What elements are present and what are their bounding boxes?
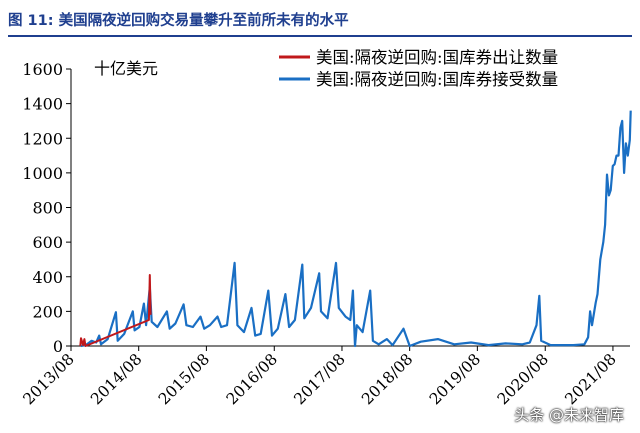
x-tick-label: 2021/08	[561, 350, 619, 408]
x-tick-label: 2019/08	[426, 350, 484, 408]
series-line-accepted	[80, 110, 632, 348]
y-tick-label: 200	[32, 302, 63, 321]
y-axis: 0 200 400 600 800 1000 1200 1400 1600	[22, 60, 72, 356]
y-tick-label: 1200	[22, 129, 63, 148]
legend-label-offered: 美国:隔夜逆回购:国库券出让数量	[316, 48, 558, 67]
title-underline	[8, 35, 632, 37]
figure-caption: 美国隔夜逆回购交易量攀升至前所未有的水平	[58, 13, 349, 29]
series-line-offered	[79, 274, 152, 347]
y-tick-label: 1600	[22, 60, 63, 79]
y-tick-label: 600	[32, 233, 63, 252]
y-tick-label: 0	[53, 337, 63, 356]
x-tick-label: 2015/08	[155, 350, 213, 408]
y-tick-label: 400	[32, 268, 63, 287]
y-tick-label: 1000	[22, 164, 63, 183]
x-tick-label: 2013/08	[20, 350, 78, 408]
y-tick-label: 1400	[22, 95, 63, 114]
watermark: 头条 @未来智库	[514, 406, 624, 424]
x-tick-label: 2016/08	[223, 350, 281, 408]
x-tick-label: 2018/08	[358, 350, 416, 408]
legend-label-accepted: 美国:隔夜逆回购:国库券接受数量	[316, 70, 558, 89]
x-tick-label: 2014/08	[87, 350, 145, 408]
x-tick-label: 2017/08	[291, 350, 349, 408]
figure-label: 图 11:	[8, 13, 54, 29]
series-layer	[79, 110, 632, 348]
y-tick-label: 800	[32, 199, 63, 218]
figure-header: 图 11: 美国隔夜逆回购交易量攀升至前所未有的水平	[0, 0, 640, 40]
figure-title: 图 11: 美国隔夜逆回购交易量攀升至前所未有的水平	[8, 9, 349, 30]
y-axis-label: 十亿美元	[94, 59, 158, 78]
x-tick-label: 2020/08	[494, 350, 552, 408]
x-axis: 2013/08 2014/08 2015/08 2016/08 2017/08 2018/…	[20, 345, 630, 408]
